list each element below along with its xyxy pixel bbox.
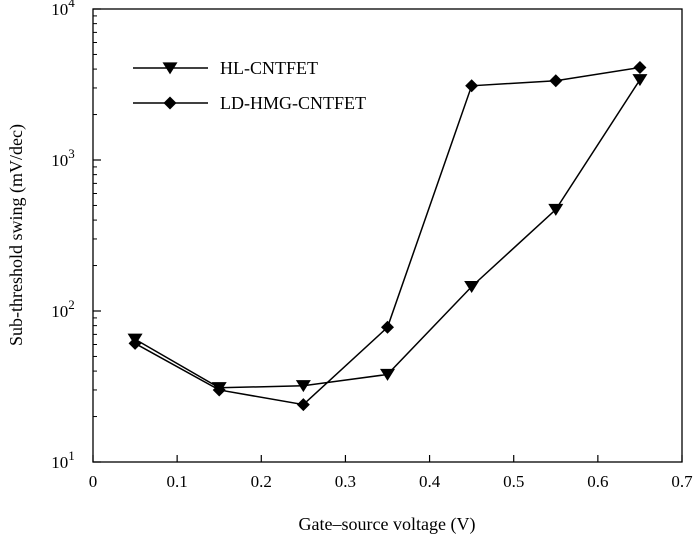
x-tick-label: 0.5: [503, 472, 524, 491]
legend-entry: HL-CNTFET: [133, 58, 318, 78]
legend-label: HL-CNTFET: [220, 58, 318, 78]
data-point: [128, 336, 142, 350]
x-axis: 0 0.1 0.2 0.3 0.4 0.5 0.6 0.7: [89, 455, 693, 491]
data-point: [548, 203, 564, 216]
series-layer: [127, 60, 648, 412]
data-point: [465, 79, 479, 93]
series-2: [128, 60, 647, 412]
x-tick-label: 0: [89, 472, 98, 491]
y-axis: 101 102 103 104: [51, 0, 101, 472]
x-axis-title: Gate–source voltage (V): [299, 514, 476, 535]
data-point: [632, 74, 648, 87]
data-point: [296, 398, 310, 412]
legend: HL-CNTFET LD-HMG-CNTFET: [133, 58, 366, 113]
x-tick-label: 0.7: [671, 472, 693, 491]
series-line: [134, 79, 641, 389]
data-point: [633, 60, 647, 74]
legend-marker: [162, 62, 178, 75]
plot-frame: [92, 8, 683, 463]
data-point: [212, 383, 226, 397]
x-tick-label: 0.6: [587, 472, 608, 491]
series-1: [127, 74, 648, 395]
data-point: [380, 368, 395, 381]
data-point: [549, 74, 563, 88]
legend-entry: LD-HMG-CNTFET: [133, 93, 366, 113]
series-line: [134, 66, 641, 406]
legend-label: LD-HMG-CNTFET: [220, 93, 366, 113]
y-tick-label: 103: [51, 146, 75, 170]
x-tick-label: 0.2: [251, 472, 272, 491]
legend-marker: [163, 96, 177, 110]
x-tick-label: 0.3: [335, 472, 356, 491]
data-point: [464, 281, 480, 294]
y-axis-title: Sub-threshold swing (mV/dec): [6, 124, 27, 346]
y-tick-label: 101: [51, 448, 75, 472]
data-point: [295, 380, 311, 393]
data-point: [381, 320, 394, 334]
x-tick-label: 0.4: [419, 472, 441, 491]
x-tick-label: 0.1: [167, 472, 188, 491]
y-tick-label: 102: [51, 297, 75, 321]
y-tick-label: 104: [51, 0, 75, 19]
